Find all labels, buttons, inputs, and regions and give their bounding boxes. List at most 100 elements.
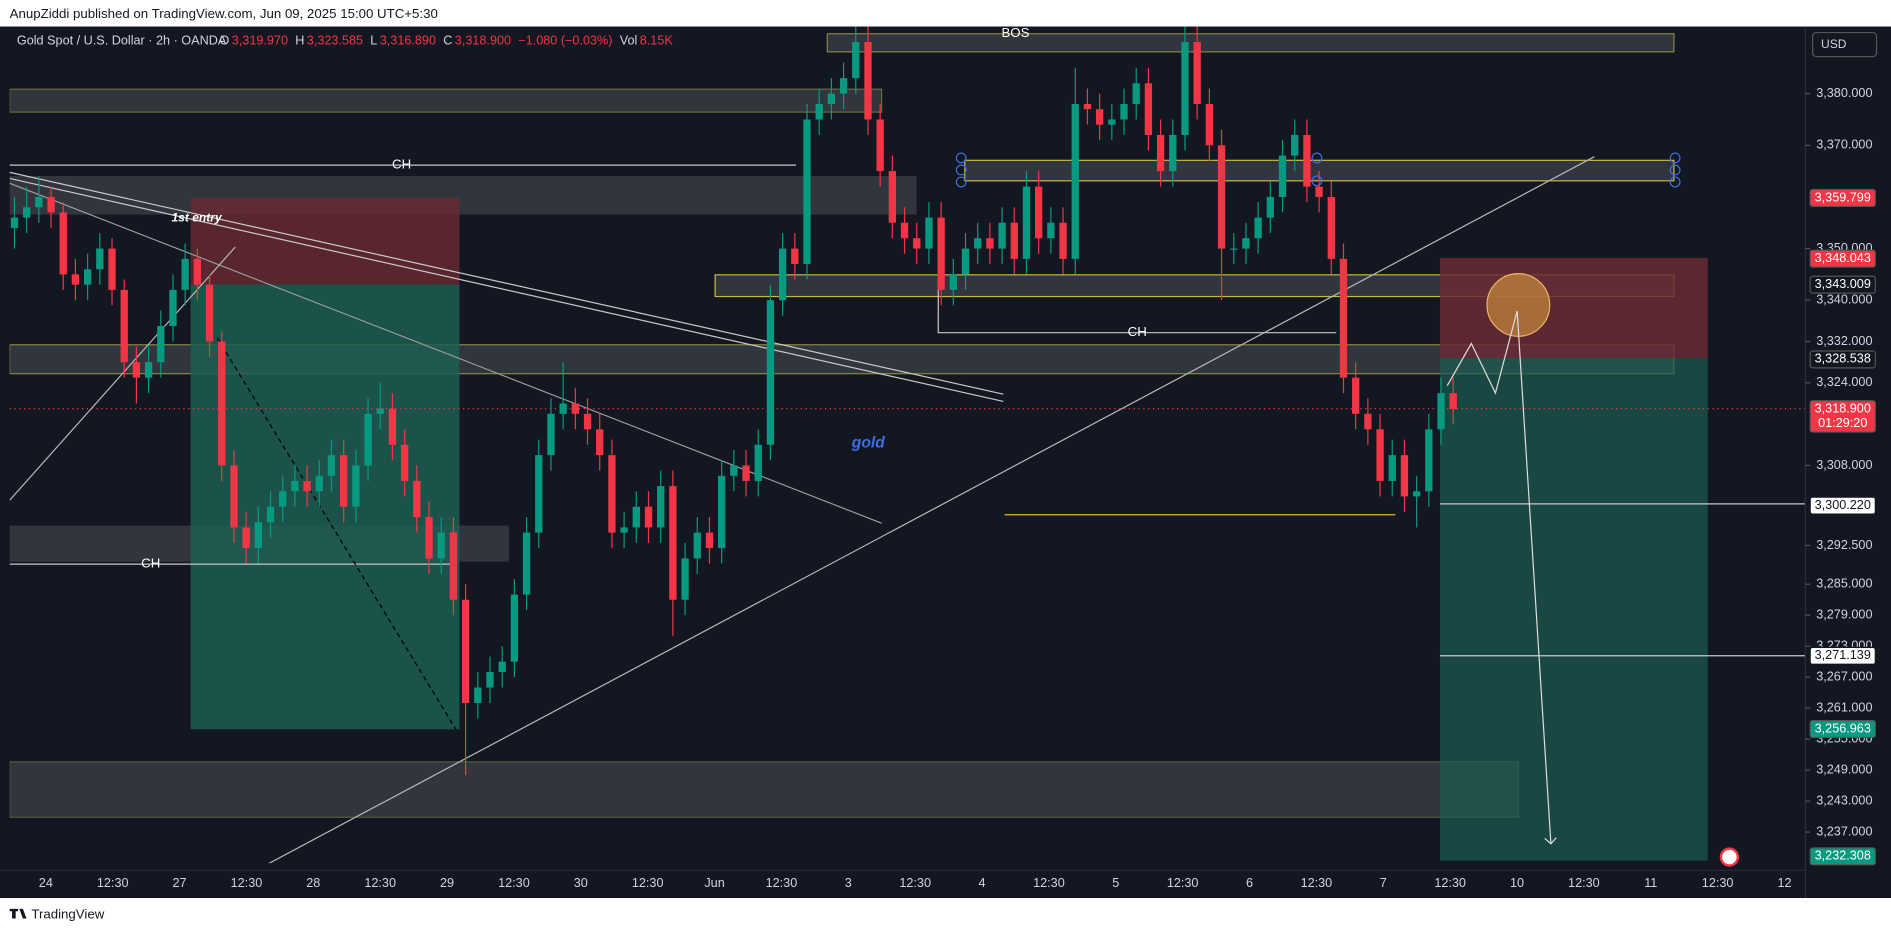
currency[interactable]: USD [1821, 37, 1847, 51]
candle-body [230, 465, 238, 528]
x-tick-label: 12:30 [1033, 876, 1065, 890]
projection-path [1446, 310, 1551, 844]
candle-body [1388, 455, 1396, 481]
candle-body [1120, 103, 1128, 120]
price-tag-label: 3,328.538 [1815, 352, 1871, 366]
candle-body [522, 532, 531, 595]
time-axis: 24 12:30 27 12:30 28 12:30 29 12:30 30 12:30 Jun 12… [39, 876, 1792, 890]
zone [9, 761, 1519, 818]
candle-body [474, 687, 482, 704]
candle-body [303, 480, 311, 492]
candle-body [461, 599, 470, 704]
candle-body [1083, 103, 1092, 110]
y-tick-label: 3,279.000 [1816, 608, 1872, 622]
candle-body [839, 78, 848, 94]
attribution: AnupZiddi published on TradingView.com, … [10, 6, 438, 21]
candle-body [925, 217, 933, 249]
candle-body [547, 413, 555, 456]
candle-body [669, 486, 677, 600]
x-tick-label: 24 [39, 876, 53, 890]
price-tag-label: 3,348.043 [1815, 251, 1871, 265]
candle-body [35, 196, 43, 208]
candle-body [1205, 103, 1214, 146]
candle-body [913, 238, 921, 249]
x-tick-label: 12:30 [899, 876, 931, 890]
x-tick-label: 3 [845, 876, 852, 890]
ch-line [937, 271, 1337, 334]
candle-body [71, 274, 80, 285]
candle-body [144, 362, 153, 378]
candle-body [364, 413, 372, 466]
candle-body [791, 248, 799, 265]
candle-body [205, 284, 214, 342]
candle-body [900, 222, 909, 239]
x-tick-label: 12:30 [632, 876, 664, 890]
candle-body [1059, 222, 1067, 259]
candle-body [1437, 393, 1445, 430]
candle-body [193, 258, 202, 285]
x-tick-label: 7 [1380, 876, 1387, 890]
candle-body [754, 444, 762, 481]
x-tick-label: 27 [173, 876, 187, 890]
candle-body [1010, 222, 1018, 259]
candle-body [242, 527, 250, 549]
candle-body [1047, 222, 1055, 239]
legend-value: 3,323.585 [307, 33, 363, 47]
candle-body [1193, 42, 1201, 104]
candle-body [279, 491, 287, 507]
x-tick-label: 12:30 [231, 876, 263, 890]
y-tick-label: 3,332.000 [1816, 334, 1872, 348]
candle-body [83, 269, 92, 285]
candle-body [1169, 134, 1177, 172]
stop-zone [1439, 257, 1708, 359]
ch-label: CH [1128, 324, 1147, 339]
x-tick-label: 29 [440, 876, 454, 890]
candle-body [571, 403, 579, 414]
legend-value: H [295, 33, 304, 47]
candle-body [254, 522, 262, 549]
candle-body [559, 403, 567, 414]
candle-body [620, 527, 628, 533]
trend-line [9, 177, 1004, 402]
y-tick-label: 3,237.000 [1816, 824, 1872, 838]
legend-value: O [219, 33, 229, 47]
ch-label: CH [141, 556, 160, 571]
price-tag [1809, 496, 1876, 515]
price-tag [1809, 249, 1876, 268]
zone [9, 88, 883, 113]
candle-body [632, 506, 640, 528]
legend-value: Vol [620, 33, 638, 47]
legend: Gold Spot / U.S. Dollar · 2h · OANDA O 3,… [17, 33, 673, 47]
candle-body [1022, 186, 1031, 259]
x-tick-label: 12 [1777, 876, 1791, 890]
x-tick-label: 5 [1112, 876, 1119, 890]
candle-body [827, 93, 836, 104]
event-flag[interactable] [1719, 847, 1740, 867]
candle-body [742, 465, 750, 481]
logo [9, 908, 27, 919]
drawings [9, 33, 1806, 864]
price-tag [1809, 847, 1876, 866]
y-tick-label: 3,370.000 [1816, 138, 1872, 152]
candle-body [1242, 238, 1250, 249]
symbol: Gold Spot / U.S. Dollar · 2h · OANDA [17, 33, 227, 47]
price-tag-label: 3,256.963 [1815, 721, 1871, 735]
candle-body [1230, 248, 1238, 250]
price-tag [1809, 350, 1876, 369]
candle-body [1108, 119, 1116, 125]
y-tick-label: 3,380.000 [1816, 86, 1872, 100]
candle-body [778, 248, 787, 301]
candle-body [608, 455, 616, 533]
price-axis: 3,380.0003,370.0003,350.0003,340.0003,33… [1805, 86, 1876, 866]
candle-body [157, 326, 165, 363]
currency-button[interactable] [1812, 31, 1878, 58]
candle-body [1425, 429, 1433, 492]
candle-body [498, 661, 506, 673]
candle-body [717, 475, 726, 549]
candle-body [693, 532, 701, 559]
candle-body [425, 517, 433, 559]
candle-body [1315, 186, 1323, 197]
target-zone [1439, 358, 1708, 861]
candle-body [340, 455, 348, 507]
price-tag-label: 3,318.900 [1815, 402, 1871, 416]
